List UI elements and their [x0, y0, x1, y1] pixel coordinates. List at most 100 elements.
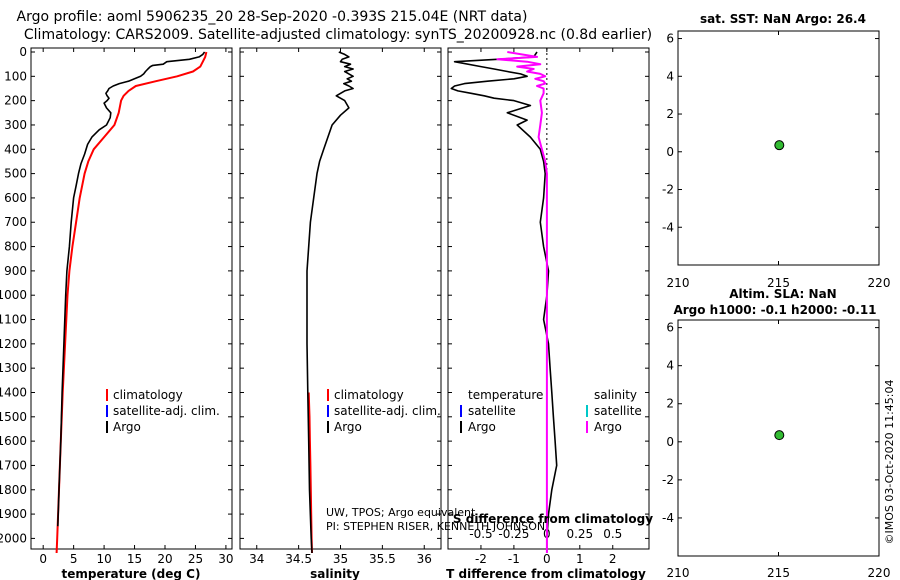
x-tick-label: 220 [868, 276, 891, 290]
sst-title: sat. SST: NaN Argo: 26.4 [700, 12, 866, 26]
series-line-s-difference [496, 51, 548, 553]
depth-tick-label: 1800 [0, 483, 27, 497]
depth-tick-label: 1100 [0, 313, 27, 327]
x-tick-label: 0 [543, 552, 551, 566]
depth-tick-label: 100 [4, 69, 27, 83]
scatter-point [774, 140, 785, 151]
y-tick-label: 2 [666, 107, 674, 121]
legend-satellite-label: satellite-adj. clim. [334, 404, 441, 418]
legend-t-argo-label: Argo [468, 420, 496, 434]
s-diff-tick-label: -0.25 [498, 527, 529, 541]
title-line-2: Climatology: CARS2009. Satellite-adjuste… [24, 27, 652, 43]
depth-tick-label: 200 [4, 94, 27, 108]
legend-argo-label: Argo [113, 420, 141, 434]
depth-tick-label: 1200 [0, 337, 27, 351]
depth-tick-label: 300 [4, 118, 27, 132]
title-line-1: Argo profile: aoml 5906235_20 28-Sep-202… [17, 9, 528, 25]
x-tick-label: 5 [70, 552, 78, 566]
credit-line-1: UW, TPOS; Argo equivalent [326, 506, 476, 519]
timestamp: ©IMOS 03-Oct-2020 11:45:04 [883, 379, 896, 544]
x-tick-label: 210 [667, 566, 690, 580]
sst-plot: -4 -2 0 2 4 6 210 215 220 [662, 31, 890, 290]
legend-climatology-label: climatology [113, 388, 183, 402]
salinity-panel-frame [239, 47, 442, 550]
legend-climatology-label: climatology [334, 388, 404, 402]
depth-tick-label: 0 [19, 45, 27, 59]
s-difference-label: S difference from climatology [453, 512, 653, 526]
salinity-legend: climatology satellite-adj. clim. Argo [327, 388, 441, 434]
depth-tick-label: 400 [4, 142, 27, 156]
depth-tick-label: 600 [4, 191, 27, 205]
depth-tick-label: 1400 [0, 385, 27, 399]
y-tick-label: -4 [662, 511, 674, 525]
y-tick-label: 6 [666, 321, 674, 335]
sla-title-line-1: Altim. SLA: NaN [729, 287, 836, 301]
x-tick-label: 0 [39, 552, 47, 566]
y-tick-label: 2 [666, 397, 674, 411]
sla-plot: -4 -2 0 2 4 6 210 215 220 [662, 320, 890, 580]
y-tick-label: 4 [666, 69, 674, 83]
temperature-xlabel: temperature (deg C) [62, 567, 201, 580]
y-tick-label: -2 [662, 473, 674, 487]
x-tick-label: 34 [249, 552, 264, 566]
x-tick-label: -1 [508, 552, 520, 566]
difference-xlabel: T difference from climatology [446, 567, 646, 580]
depth-tick-label: 1700 [0, 458, 27, 472]
x-tick-label: 2 [609, 552, 617, 566]
difference-legend: temperature satellite Argo salinity sate… [460, 388, 642, 434]
temperature-legend: climatology satellite-adj. clim. Argo [106, 388, 220, 434]
y-tick-label: -4 [662, 220, 674, 234]
depth-tick-label: 2000 [0, 531, 27, 545]
depth-tick-label: 1300 [0, 361, 27, 375]
x-tick-label: 215 [767, 276, 790, 290]
credit-line-2: PI: STEPHEN RISER, KENNETH JOHNSON [326, 520, 545, 533]
y-tick-label: 0 [666, 435, 674, 449]
x-tick-label: 30 [218, 552, 233, 566]
legend-s-satellite-label: satellite [594, 404, 642, 418]
depth-tick-label: 700 [4, 215, 27, 229]
depth-tick-label: 800 [4, 240, 27, 254]
depth-tick-label: 1000 [0, 288, 27, 302]
x-tick-label: 20 [157, 552, 172, 566]
sla-title-line-2: Argo h1000: -0.1 h2000: -0.11 [673, 303, 876, 317]
depth-axis: 0 100 200 300 400 500 600 700 800 900 1000 1100 1200… [0, 45, 27, 545]
s-diff-tick-label: -0.5 [469, 527, 492, 541]
legend-argo-label: Argo [334, 420, 362, 434]
depth-tick-label: 900 [4, 264, 27, 278]
x-tick-label: 35.5 [369, 552, 396, 566]
x-tick-label: 35 [333, 552, 348, 566]
depth-tick-label: 1600 [0, 434, 27, 448]
x-tick-label: 36 [417, 552, 432, 566]
difference-panel-frame [447, 47, 650, 550]
legend-t-satellite-label: satellite [468, 404, 516, 418]
x-tick-label: 215 [767, 566, 790, 580]
scatter-point [774, 430, 785, 441]
s-diff-tick-label: 0.25 [566, 527, 593, 541]
y-tick-label: 0 [666, 145, 674, 159]
x-tick-label: 34.5 [285, 552, 312, 566]
x-tick-label: -2 [475, 552, 487, 566]
x-tick-label: 210 [667, 276, 690, 290]
depth-tick-label: 1500 [0, 410, 27, 424]
y-tick-label: 4 [666, 359, 674, 373]
x-tick-label: 15 [127, 552, 142, 566]
series-line-argo [306, 51, 354, 554]
salinity-plot: 34 34.5 35 35.5 36 [249, 48, 432, 566]
depth-tick-label: 500 [4, 167, 27, 181]
series-line-argo [57, 51, 206, 527]
difference-plot: -2 -1 0 1 2-0.5 -0.25 0 0.25 0.5 [450, 48, 622, 566]
y-tick-label: 6 [666, 32, 674, 46]
depth-ticks [31, 51, 649, 539]
legend-salinity-title: salinity [594, 388, 637, 402]
x-tick-label: 10 [96, 552, 111, 566]
s-diff-tick-label: 0.5 [603, 527, 622, 541]
x-tick-label: 1 [576, 552, 584, 566]
y-tick-label: -2 [662, 183, 674, 197]
series-line-t-difference [450, 51, 558, 553]
depth-tick-label: 1900 [0, 507, 27, 521]
salinity-xlabel: salinity [310, 567, 360, 580]
temperature-panel-frame [30, 47, 233, 550]
legend-satellite-label: satellite-adj. clim. [113, 404, 220, 418]
x-tick-label: 220 [868, 566, 891, 580]
